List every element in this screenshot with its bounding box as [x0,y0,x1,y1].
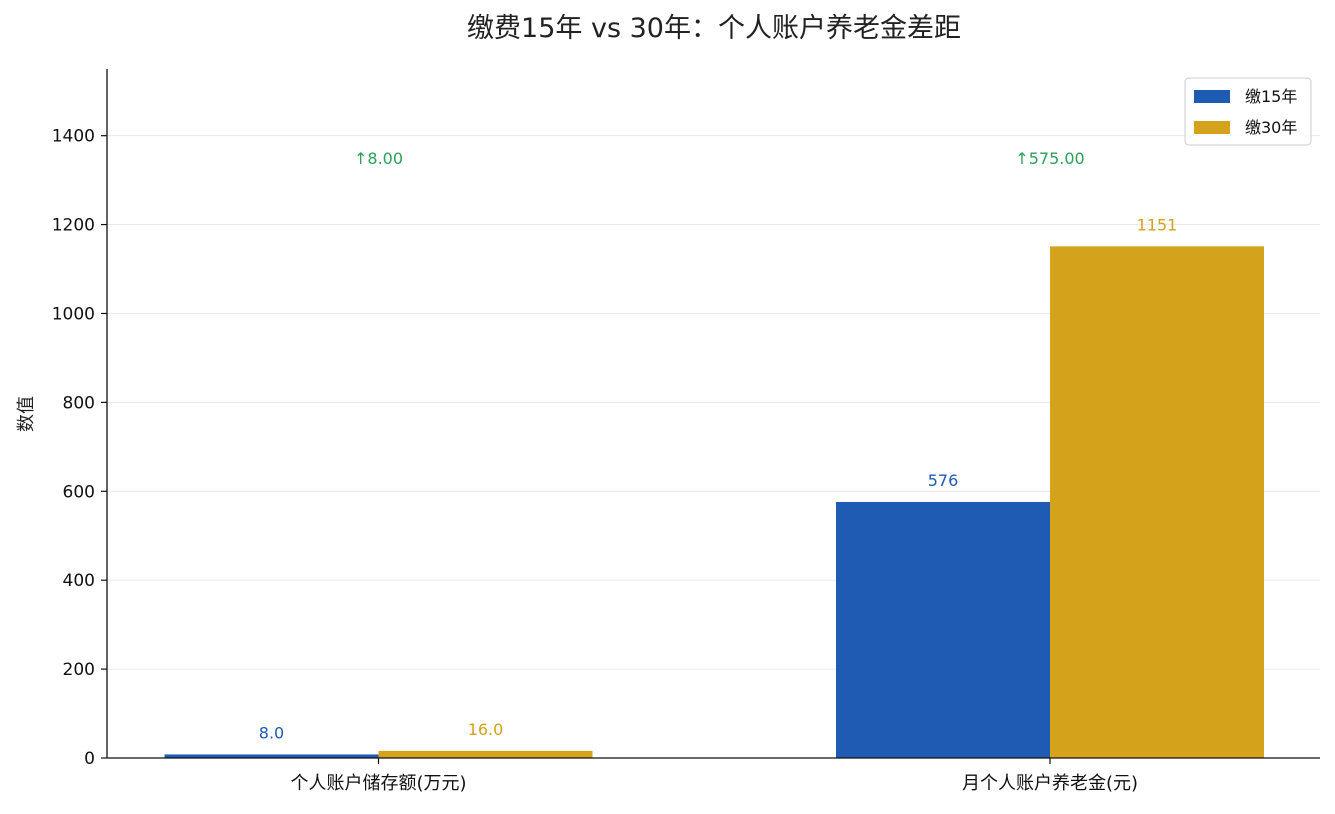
labels-layer: 8.0 576 16.0 1151 ↑8.00 ↑575.00 [259,149,1178,743]
bar-s1-c1 [1050,246,1264,758]
bar-s0-c0 [164,754,379,758]
y-tick-label-2: 400 [63,571,95,591]
legend-swatch-0 [1194,90,1230,103]
chart-title: 缴费15年 vs 30年：个人账户养老金差距 [467,13,961,44]
y-tick-label-1: 200 [63,660,95,680]
x-category-label-0: 个人账户储存额(万元) [290,773,466,794]
bar-value-label-s1-c0: 16.0 [468,720,504,739]
difference-annotation-1: ↑575.00 [1015,149,1084,168]
bars-layer [164,246,1264,758]
legend-swatch-1 [1194,121,1230,134]
difference-annotation-0: ↑8.00 [354,149,403,168]
x-category-label-1: 月个人账户养老金(元) [962,773,1138,794]
y-tick-label-5: 1000 [52,304,95,324]
bar-s0-c1 [836,501,1050,758]
bar-s1-c0 [378,750,593,758]
y-tick-label-7: 1400 [52,127,95,147]
y-tick-label-6: 1200 [52,216,95,236]
legend-label-1: 缴30年 [1245,118,1297,137]
grid-layer [107,135,1320,670]
bar-value-label-s1-c1: 1151 [1137,215,1178,234]
bar-value-label-s0-c1: 576 [928,471,959,490]
y-tick-label-4: 800 [63,393,95,413]
y-tick-label-3: 600 [63,482,95,502]
y-tick-label-0: 0 [84,749,95,769]
bar-value-label-s0-c0: 8.0 [259,723,284,742]
y-axis-title: 数值 [16,396,37,432]
legend-label-0: 缴15年 [1245,87,1297,106]
axes-layer: 0 200 400 600 800 1000 1200 1400 个人账户储存额(万元) 月个人账… [52,69,1320,794]
